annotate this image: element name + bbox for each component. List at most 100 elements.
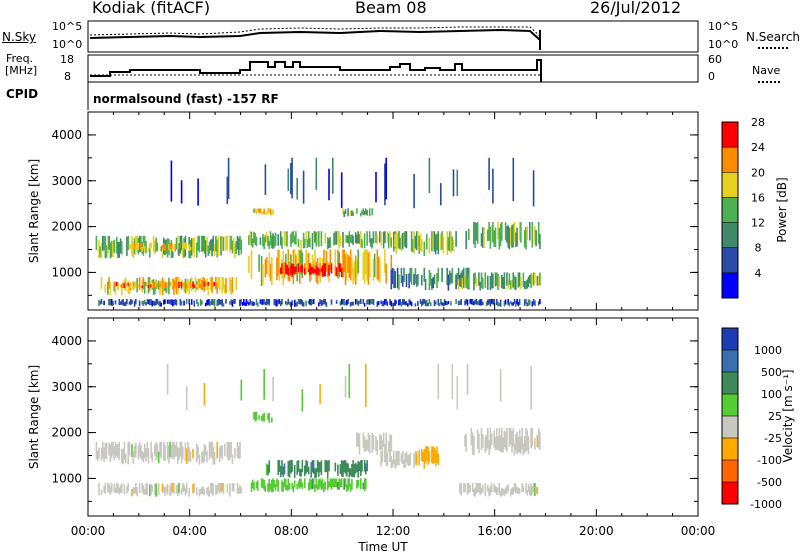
power-cell	[129, 284, 132, 288]
velocity-cell	[381, 450, 384, 463]
velocity-cell	[387, 441, 390, 453]
power-cell	[318, 269, 320, 273]
velocity-cell	[137, 446, 140, 460]
power-cell	[394, 299, 396, 306]
power-cell	[532, 272, 535, 286]
power-cell	[334, 249, 337, 276]
power-cell	[147, 247, 150, 252]
power-cell	[357, 231, 359, 244]
power-cell	[314, 269, 316, 274]
velocity-cell	[126, 486, 128, 494]
velocity-cell	[530, 365, 532, 410]
power-cell	[198, 235, 201, 253]
time-axis-tick-label: 00:00	[681, 524, 716, 538]
velocity-cell	[268, 478, 271, 492]
power-cell	[446, 267, 448, 286]
velocity-cell	[226, 483, 229, 493]
power-cell	[107, 235, 109, 254]
power-cell	[155, 299, 157, 306]
power-cell	[357, 249, 359, 274]
velocity-cell	[262, 478, 264, 488]
power-cell	[372, 258, 375, 281]
power-cell	[174, 299, 176, 305]
time-axis-tick-label: 08:00	[274, 524, 309, 538]
power-cell	[351, 234, 353, 243]
velocity-cell	[189, 451, 192, 463]
velocity-cell	[258, 415, 260, 420]
velocity-cell	[211, 483, 213, 495]
velocity-cell	[348, 468, 351, 478]
power-cell	[137, 284, 140, 289]
power-cell	[295, 254, 297, 275]
power-cell	[264, 259, 267, 278]
power-cell	[426, 233, 428, 250]
power-cell	[484, 272, 487, 288]
power-cell	[482, 227, 484, 248]
velocity-cell	[478, 483, 480, 493]
power-cell	[226, 176, 229, 204]
velocity-cell	[175, 485, 178, 494]
power-ytick-label: 4000	[51, 128, 82, 142]
velocity-cell	[178, 483, 180, 494]
power-cell	[529, 275, 531, 284]
power-cell	[433, 231, 436, 252]
velocity-cell	[123, 484, 126, 495]
velocity-cell	[346, 462, 348, 477]
power-cell	[152, 279, 155, 295]
power-cell	[328, 238, 330, 248]
power-cell	[208, 299, 211, 306]
power-cell	[535, 230, 537, 247]
velocity-cell	[328, 481, 330, 488]
power-cell	[201, 283, 203, 287]
power-cell	[109, 299, 112, 306]
power-cell	[155, 242, 157, 250]
power-cell	[157, 280, 160, 290]
power-cell	[447, 301, 450, 305]
power-cell	[126, 299, 128, 305]
power-cell	[212, 281, 215, 288]
velocity-cell	[349, 468, 352, 476]
power-cell	[344, 209, 347, 214]
power-cell	[495, 272, 498, 286]
power-cell	[446, 231, 448, 255]
date-title: 26/Jul/2012	[590, 0, 682, 17]
velocity-cell	[263, 480, 265, 491]
velocity-cell	[267, 413, 269, 420]
power-cell	[151, 300, 154, 307]
velocity-cell	[468, 483, 470, 493]
power-cell	[311, 267, 314, 272]
power-cell	[154, 281, 156, 288]
velocity-cell	[343, 460, 345, 473]
velocity-cell	[238, 487, 240, 494]
power-cell	[455, 231, 457, 247]
power-cell	[295, 301, 297, 307]
power-cell	[170, 299, 173, 306]
velocity-cell	[221, 445, 223, 460]
velocity-cell	[124, 453, 127, 464]
power-cell	[471, 299, 474, 305]
velocity-cell	[236, 483, 239, 494]
power-cell	[502, 277, 504, 290]
power-cell	[539, 299, 541, 305]
power-cell	[523, 299, 526, 306]
velocity-cell	[196, 443, 198, 463]
velocity-cell	[154, 444, 156, 456]
velocity-colorbar-swatch	[722, 328, 738, 351]
power-cell	[138, 282, 141, 287]
velocity-cell	[310, 462, 312, 478]
power-cell	[204, 302, 207, 307]
power-cell	[400, 301, 403, 307]
power-cell	[414, 303, 417, 307]
power-colorbar-label: 12	[751, 217, 765, 230]
power-cell	[127, 283, 129, 286]
power-cell	[132, 241, 135, 258]
power-cell	[395, 300, 398, 305]
velocity-cell	[174, 445, 176, 457]
power-cell	[127, 235, 129, 251]
power-cell	[292, 231, 295, 243]
velocity-cell	[255, 412, 258, 421]
power-cell	[229, 277, 231, 292]
power-colorbar-swatch	[722, 222, 738, 249]
power-cell	[363, 233, 366, 249]
velocity-cell	[141, 450, 143, 461]
